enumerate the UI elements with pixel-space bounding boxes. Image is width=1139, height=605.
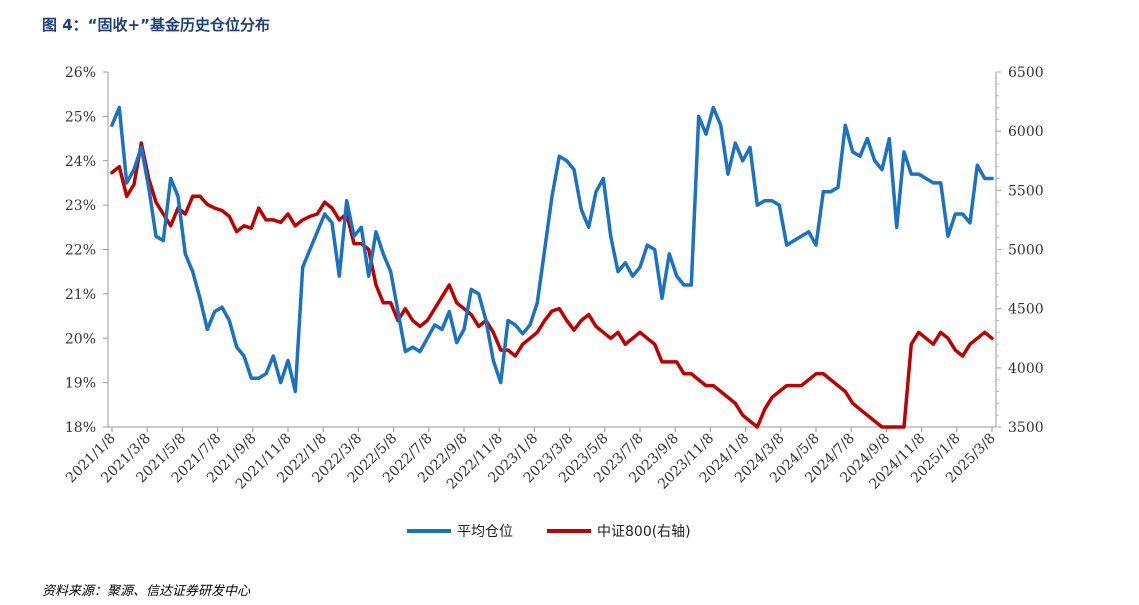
right-tick-label: 4000: [1008, 361, 1044, 377]
right-tick-label: 5500: [1008, 183, 1044, 199]
legend-label-0: 平均仓位: [457, 524, 513, 540]
left-tick-label: 18%: [65, 420, 96, 436]
left-tick-label: 24%: [65, 154, 96, 170]
left-tick-label: 21%: [65, 287, 96, 303]
chart-title: 图 4：“固收+”基金历史仓位分布: [42, 16, 270, 34]
series-lines: [110, 105, 994, 429]
left-tick-label: 26%: [65, 65, 96, 81]
left-tick-label: 25%: [65, 109, 96, 125]
source-note: 资料来源：聚源、信达证券研发中心: [42, 584, 251, 599]
legend-label-1: 中证800(右轴): [597, 524, 691, 540]
left-tick-label: 22%: [65, 243, 96, 259]
series-line-0: [110, 105, 994, 394]
series-line-1: [110, 141, 994, 429]
left-tick-label: 23%: [65, 198, 96, 214]
right-tick-label: 4500: [1008, 302, 1044, 318]
right-tick-label: 3500: [1008, 420, 1044, 436]
left-axis-ticks: 18% 19% 20% 21% 22% 23% 24% 25% 26%: [65, 65, 108, 436]
chart-axes: [107, 72, 997, 428]
right-tick-label: 5000: [1008, 243, 1044, 259]
left-tick-label: 20%: [65, 331, 96, 347]
legend: 平均仓位 中证800(右轴): [407, 524, 691, 540]
left-tick-label: 19%: [65, 376, 96, 392]
right-tick-label: 6000: [1008, 124, 1044, 140]
x-axis-ticks: 2021/1/82021/3/82021/5/82021/7/82021/9/8…: [63, 427, 999, 493]
right-axis-ticks: 3500 4000 4500 5000 5500 6000 6500: [996, 65, 1044, 436]
right-tick-label: 6500: [1008, 65, 1044, 81]
